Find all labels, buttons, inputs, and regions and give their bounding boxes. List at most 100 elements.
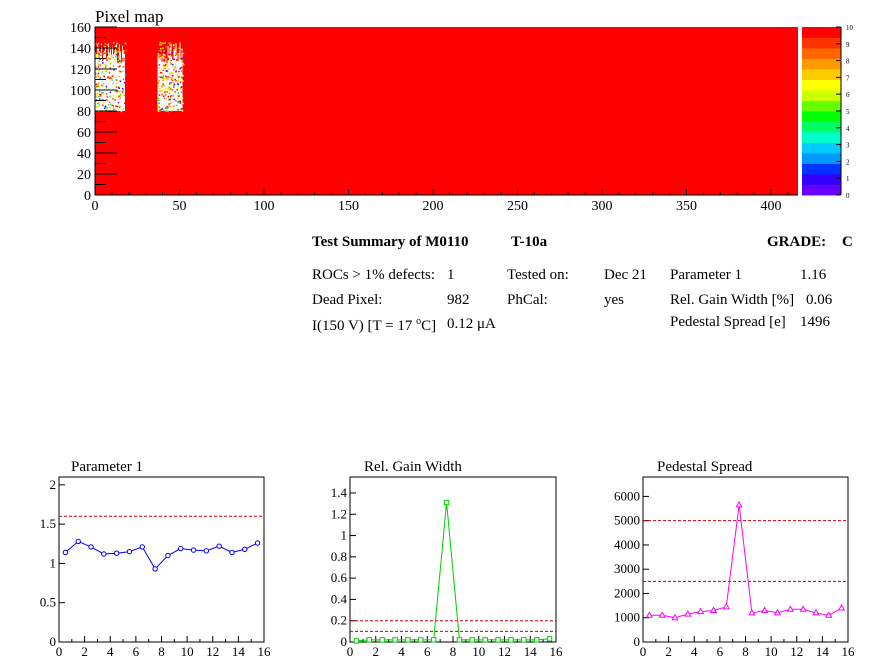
pixel-speckle [116,105,119,108]
pixel-speckle [170,44,173,47]
pixel-speckle [166,65,168,68]
pixel-speckle [161,89,163,92]
pixel-speckle [162,69,165,72]
pixel-speckle [108,41,111,44]
y-tick-label: 3000 [614,561,640,576]
pixel-speckle [98,95,100,98]
pixel-speckle [165,46,167,48]
pixel-speckle [179,77,182,80]
pixel-speckle [108,72,111,74]
parameter-1-label: Parameter 1 [670,267,743,283]
pixel-speckle [171,71,174,74]
pixel-speckle [100,54,102,57]
pixel-speckle [168,88,171,90]
pixel-speckle [107,57,110,59]
pixel-speckle [97,75,100,78]
pixel-speckle [118,95,121,98]
pixel-speckle [177,95,179,97]
data-point [761,606,769,613]
pixel-speckle [174,54,177,57]
x-tick-label: 8 [158,644,165,659]
pixel-speckle [163,97,166,100]
pixel-speckle [173,105,175,107]
pixel-speckle [116,49,118,52]
pixel-speckle [178,45,180,48]
data-point [126,548,133,555]
dead-pixel-column [180,59,182,111]
pixel-speckle [109,67,112,69]
pixel-speckle [162,55,165,57]
pixel-speckle [107,49,109,51]
pixel-speckle [105,109,108,111]
plot-frame [349,476,557,643]
pixel-speckle [123,57,125,60]
data-point [165,552,171,559]
x-tick-label: 4 [398,644,405,659]
pixel-speckle [108,104,110,106]
pixel-speckle [181,48,183,51]
pixel-speckle [122,108,125,110]
y-tick-label: 140 [70,42,91,57]
degree-sup: o [416,316,422,327]
color-scale-label: 0 [846,192,850,200]
pixel-speckle [173,58,175,61]
pixel-speckle [177,51,180,53]
pixel-speckle [108,76,110,78]
pixel-speckle [165,90,167,92]
color-scale-band [802,163,841,175]
pixel-speckle [117,90,119,93]
plot-frame [58,476,265,643]
pixel-speckle [173,84,176,86]
pixel-speckle [169,44,171,46]
pixel-speckle [102,91,104,94]
dead-pixel-column [114,52,115,111]
pixel-speckle [95,83,98,86]
pixel-speckle [118,70,120,72]
pixel-speckle [170,109,173,112]
pixel-speckle [107,76,109,78]
rocs-value: 1 [447,267,455,283]
pixel-speckle [166,80,168,83]
pixel-speckle [174,91,176,93]
pixel-speckle [172,63,174,66]
gain-width-value: 0.06 [806,292,833,308]
y-tick-label: 0.6 [331,570,348,585]
pixel-speckle [121,87,124,90]
dead-pixel-column [168,55,170,111]
pixel-speckle [112,106,114,109]
dead-pixel-column [175,43,177,111]
data-point [521,637,527,643]
data-point [825,611,833,618]
y-tick-label: 1000 [614,610,640,625]
pixel-speckle [170,59,172,62]
pixel-speckle [102,92,104,95]
pixel-speckle [177,80,179,82]
pixel-speckle [109,58,111,60]
pixel-speckle [122,49,125,52]
pixel-speckle [119,90,121,93]
y-tick-label: 0.8 [331,549,347,564]
pixel-speckle [120,43,123,46]
pixel-speckle [122,48,124,51]
pixel-speckle [180,91,183,93]
x-tick-label: 100 [253,199,274,214]
pixel-speckle [104,107,106,109]
pixel-speckle [119,60,121,63]
x-tick-label: 14 [232,644,246,659]
pixel-speckle [169,83,172,86]
pixel-speckle [112,65,115,67]
pixel-speckle [118,87,121,90]
chart-title: Rel. Gain Width [364,459,462,475]
pixel-speckle [165,70,167,72]
color-scale-label: 7 [846,74,850,82]
pixel-speckle [176,89,178,91]
pixel-speckle [178,47,180,49]
pixel-speckle [123,52,126,54]
pixel-speckle [104,43,107,45]
dead-pixel-column [106,58,107,111]
data-point [418,637,424,643]
pixel-speckle [181,57,183,60]
pixel-speckle [124,80,127,82]
color-scale-band [802,48,841,59]
pixel-speckle [101,71,104,73]
